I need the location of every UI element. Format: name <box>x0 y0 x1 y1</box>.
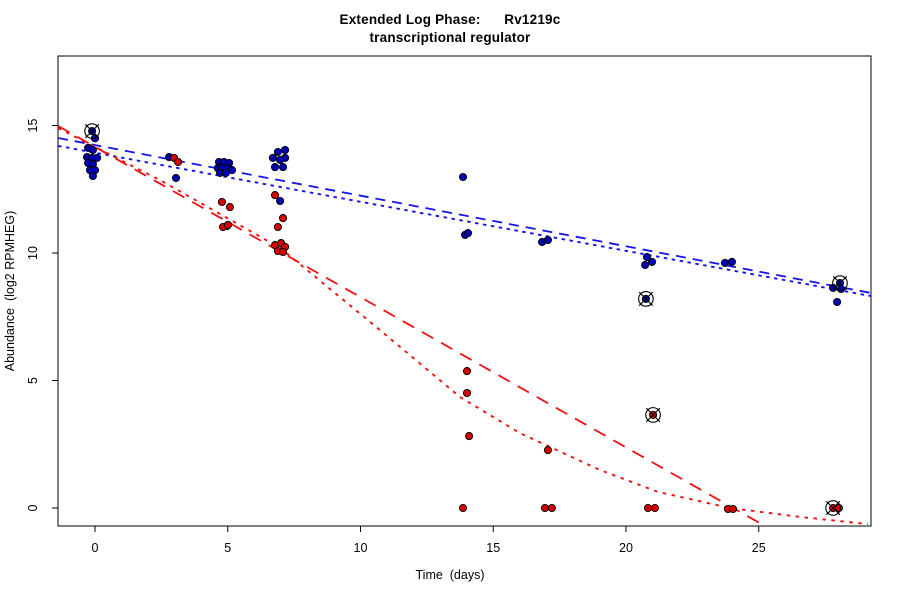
x-tick-label: 25 <box>752 541 766 555</box>
blue-data-point <box>276 196 285 206</box>
blue-fit-dotted <box>57 144 872 298</box>
chart-title: Extended Log Phase: Rv1219c <box>339 12 561 27</box>
x-tick-label: 10 <box>354 541 368 555</box>
red-data-point <box>643 503 653 513</box>
red-data-point <box>543 446 552 455</box>
blue-data-point <box>727 257 736 266</box>
blue-data-point <box>720 258 730 267</box>
blue-data-point <box>647 257 657 266</box>
red-data-point <box>540 503 550 513</box>
blue-data-point <box>88 145 97 155</box>
plot-box <box>57 55 872 527</box>
x-tick-label: 20 <box>619 541 633 555</box>
blue-data-point <box>278 163 288 172</box>
red-data-point <box>462 388 472 398</box>
red-data-point <box>458 503 468 513</box>
y-tick-label: 5 <box>26 377 40 384</box>
circled-point-marker <box>638 291 654 307</box>
red-data-point <box>217 197 226 207</box>
blue-data-point <box>270 163 280 172</box>
circled-point-marker <box>825 500 841 516</box>
circled-point-x <box>84 123 100 139</box>
blue-fit-dashed <box>57 137 872 294</box>
circled-point-x <box>832 275 848 291</box>
red-data-point <box>728 504 738 514</box>
y-tick-label: 15 <box>26 119 40 133</box>
blue-data-point <box>93 153 102 162</box>
circled-point-marker <box>84 123 100 139</box>
blue-data-point <box>268 153 277 162</box>
blue-data-point <box>463 229 473 238</box>
circled-point-marker <box>645 407 661 423</box>
blue-data-point <box>221 168 230 177</box>
red-data-point <box>465 432 474 441</box>
y-tick-label: 10 <box>26 246 40 260</box>
circled-point-x <box>645 407 661 423</box>
blue-data-point <box>543 235 552 245</box>
x-tick-label: 0 <box>92 541 99 555</box>
red-fit-dashed <box>57 125 766 527</box>
blue-data-point <box>171 173 181 183</box>
red-fit-dotted <box>57 127 869 526</box>
red-data-point <box>462 367 472 376</box>
red-data-point <box>547 503 556 513</box>
blue-data-point <box>88 171 97 181</box>
blue-data-point <box>833 297 842 307</box>
blue-data-point <box>281 145 290 155</box>
circled-point-marker <box>832 275 848 291</box>
x-axis-label: Time (days) <box>415 568 485 582</box>
circled-point-x <box>638 291 654 307</box>
red-data-point <box>278 214 288 223</box>
y-tick-label: 0 <box>26 504 40 511</box>
blue-data-point <box>642 253 652 262</box>
red-data-point <box>174 157 183 167</box>
blue-data-point <box>641 260 650 270</box>
red-data-point <box>273 222 282 232</box>
red-data-point <box>270 191 280 200</box>
blue-data-point <box>458 172 468 182</box>
x-tick-label: 15 <box>486 541 500 555</box>
blue-data-point <box>273 147 282 157</box>
chart-subtitle: transcriptional regulator <box>369 30 531 45</box>
blue-data-point <box>276 155 285 164</box>
red-data-point <box>650 503 659 513</box>
red-data-point <box>225 203 234 212</box>
x-tick-label: 5 <box>224 541 231 555</box>
red-data-point <box>223 220 233 229</box>
circled-point-x <box>825 500 841 516</box>
red-data-point <box>278 247 288 257</box>
